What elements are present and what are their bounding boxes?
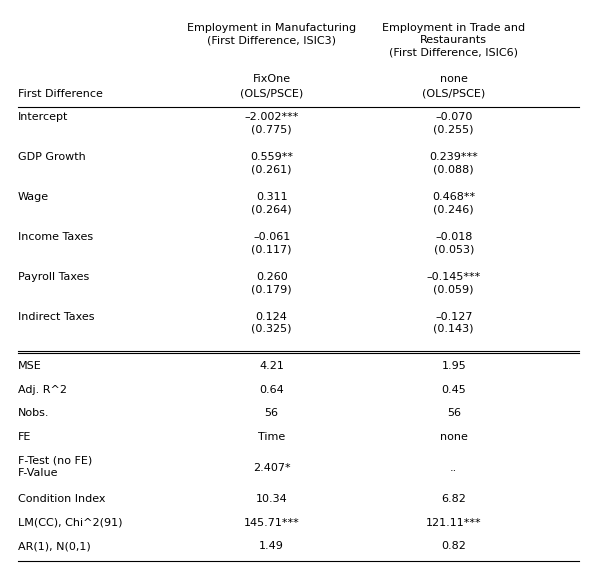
Text: 10.34: 10.34 — [256, 494, 288, 504]
Text: FE: FE — [18, 432, 31, 442]
Text: 1.49: 1.49 — [259, 541, 284, 551]
Text: –0.127
(0.143): –0.127 (0.143) — [433, 312, 474, 334]
Text: –2.002***
(0.775): –2.002*** (0.775) — [244, 112, 299, 135]
Text: 0.559**
(0.261): 0.559** (0.261) — [250, 152, 293, 175]
Text: 1.95: 1.95 — [441, 362, 466, 371]
Text: Payroll Taxes: Payroll Taxes — [18, 272, 89, 282]
Text: AR(1), N(0,1): AR(1), N(0,1) — [18, 541, 91, 551]
Text: ..: .. — [450, 463, 457, 473]
Text: Adj. R^2: Adj. R^2 — [18, 385, 67, 395]
Text: Employment in Trade and
Restaurants
(First Difference, ISIC6): Employment in Trade and Restaurants (Fir… — [382, 23, 525, 58]
Text: 0.45: 0.45 — [441, 385, 466, 395]
Text: Income Taxes: Income Taxes — [18, 232, 93, 242]
Text: –0.018
(0.053): –0.018 (0.053) — [433, 232, 474, 254]
Text: 56: 56 — [447, 409, 461, 418]
Text: Indirect Taxes: Indirect Taxes — [18, 312, 94, 321]
Text: MSE: MSE — [18, 362, 42, 371]
Text: LM(CC), Chi^2(91): LM(CC), Chi^2(91) — [18, 518, 122, 528]
Text: Time: Time — [258, 432, 285, 442]
Text: 0.468**
(0.246): 0.468** (0.246) — [432, 192, 475, 214]
Text: 0.82: 0.82 — [441, 541, 466, 551]
Text: –0.070
(0.255): –0.070 (0.255) — [433, 112, 474, 135]
Text: 0.311
(0.264): 0.311 (0.264) — [251, 192, 292, 214]
Text: First Difference: First Difference — [18, 89, 103, 99]
Text: Wage: Wage — [18, 192, 49, 202]
Text: 2.407*: 2.407* — [253, 463, 291, 473]
Text: 56: 56 — [264, 409, 279, 418]
Text: none: none — [440, 432, 467, 442]
Text: Condition Index: Condition Index — [18, 494, 106, 504]
Text: 145.71***: 145.71*** — [244, 518, 300, 528]
Text: –0.061
(0.117): –0.061 (0.117) — [251, 232, 292, 254]
Text: 6.82: 6.82 — [441, 494, 466, 504]
Text: (OLS/PSCE): (OLS/PSCE) — [422, 89, 485, 99]
Text: GDP Growth: GDP Growth — [18, 152, 85, 162]
Text: Intercept: Intercept — [18, 112, 68, 123]
Text: F-Test (no FE)
F-Value: F-Test (no FE) F-Value — [18, 456, 92, 478]
Text: none: none — [440, 73, 467, 84]
Text: Employment in Manufacturing
(First Difference, ISIC3): Employment in Manufacturing (First Diffe… — [187, 23, 356, 45]
Text: (OLS/PSCE): (OLS/PSCE) — [240, 89, 303, 99]
Text: Nobs.: Nobs. — [18, 409, 50, 418]
Text: FixOne: FixOne — [253, 73, 291, 84]
Text: 4.21: 4.21 — [259, 362, 284, 371]
Text: 0.124
(0.325): 0.124 (0.325) — [251, 312, 292, 334]
Text: –0.145***
(0.059): –0.145*** (0.059) — [427, 272, 481, 294]
Text: 121.11***: 121.11*** — [426, 518, 482, 528]
Text: 0.239***
(0.088): 0.239*** (0.088) — [429, 152, 478, 175]
Text: 0.64: 0.64 — [259, 385, 284, 395]
Text: 0.260
(0.179): 0.260 (0.179) — [251, 272, 292, 294]
